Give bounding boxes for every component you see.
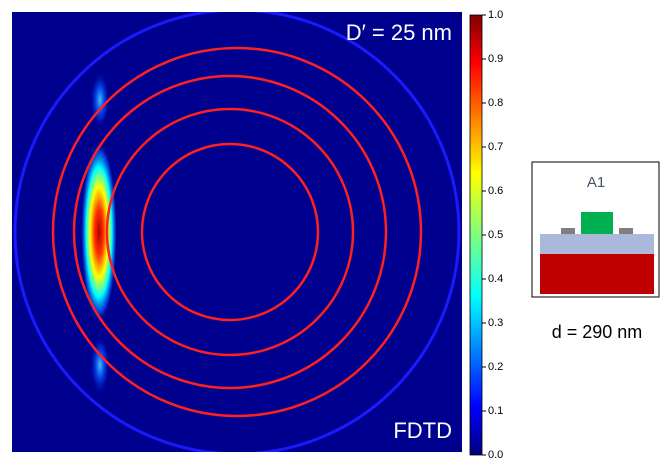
colorbar-tick-label: 0.4 bbox=[488, 273, 503, 285]
colorbar-tick-label: 0.2 bbox=[488, 361, 503, 373]
inset-caption: d = 290 nm bbox=[552, 322, 643, 342]
colorbar-tick-label: 0.5 bbox=[488, 229, 503, 241]
inset-label: A1 bbox=[587, 174, 605, 191]
inset: A1 bbox=[531, 161, 660, 298]
field-image bbox=[12, 12, 462, 452]
colorbar-tick-label: 0.7 bbox=[488, 141, 503, 153]
colorbar-tick-label: 0.1 bbox=[488, 405, 503, 417]
colorbar-tick-label: 0.8 bbox=[488, 97, 503, 109]
annotation: FDTD bbox=[393, 418, 452, 443]
colorbar-tick-label: 1.0 bbox=[488, 9, 503, 21]
annotation: D′ = 25 nm bbox=[346, 20, 452, 45]
colorbar-tick-label: 0.3 bbox=[488, 317, 503, 329]
colorbar-tick-label: 0.9 bbox=[488, 53, 503, 65]
colorbar-tick-label: 0.0 bbox=[488, 449, 503, 460]
colorbar bbox=[469, 14, 483, 456]
colorbar-tick-label: 0.6 bbox=[488, 185, 503, 197]
